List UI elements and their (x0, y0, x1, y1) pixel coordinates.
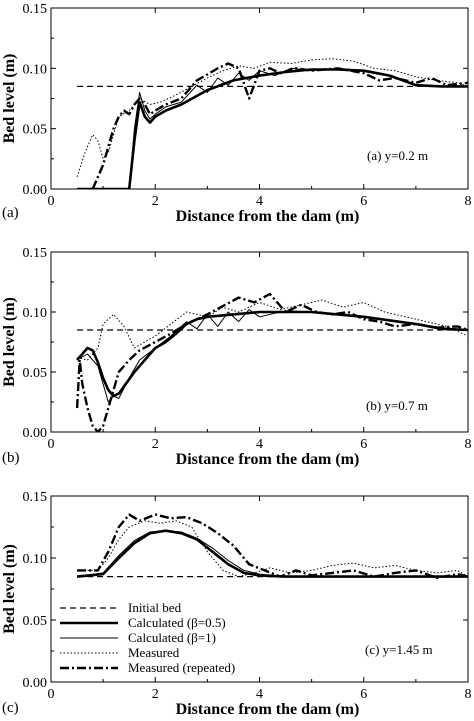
y-tick-label: 0.00 (23, 426, 48, 441)
y-tick-label: 0.10 (23, 306, 48, 321)
x-tick-label: 2 (152, 437, 159, 452)
y-axis-title: Bed level (m) (1, 54, 18, 144)
y-axis-title: Bed level (m) (1, 297, 18, 387)
y-tick-label: 0.05 (23, 366, 48, 381)
x-tick-label: 8 (465, 687, 472, 702)
series-thin-line (77, 530, 468, 578)
series-dashdot-line (77, 513, 468, 579)
x-tick-label: 8 (465, 194, 472, 209)
x-tick-label: 0 (48, 194, 55, 209)
x-tick-label: 0 (48, 687, 55, 702)
panel-b: 0 2 4 6 8 0.00 0.05 0.10 0.15 Distance from the d… (1, 246, 472, 468)
legend-label: Calculated (β=0.5) (128, 615, 226, 630)
x-axis-title: Distance from the dam (m) (176, 701, 360, 718)
series-group (76, 58, 468, 189)
y-tick-label: 0.00 (23, 676, 48, 691)
x-axis-title: Distance from the dam (m) (176, 451, 360, 468)
series-dotted-line (76, 299, 468, 361)
y-tick-label: 0.10 (23, 552, 48, 567)
panel-a: 0 2 4 6 8 0.00 0.05 0.10 0.15 Distance from the d… (1, 2, 472, 225)
legend-label: Calculated (β=1) (128, 630, 216, 645)
x-axis-title: Distance from the dam (m) (176, 208, 360, 225)
y-tick-label: 0.05 (23, 123, 48, 138)
panel-letter: (b) (2, 450, 20, 466)
x-tick-label: 0 (48, 437, 55, 452)
x-tick-label: 2 (152, 687, 159, 702)
panel-annotation: (c) y=1.45 m (365, 642, 433, 657)
y-tick-label: 0.15 (23, 246, 48, 261)
series-group (75, 292, 468, 432)
legend-label: Measured (128, 645, 180, 660)
series-thin-line (128, 67, 468, 189)
series-dashdot-line (91, 62, 468, 189)
panel-c: 0 2 4 6 8 0.00 0.05 0.10 0.15 Distance from the d… (1, 490, 472, 718)
legend-label: Initial bed (128, 600, 182, 615)
y-tick-label: 0.05 (23, 614, 48, 629)
y-axis-title: Bed level (m) (1, 544, 18, 634)
x-tick-label: 4 (256, 687, 263, 702)
y-tick-label: 0.15 (23, 2, 48, 17)
y-tick-label: 0.00 (23, 183, 48, 198)
panel-annotation: (b) y=0.7 m (366, 398, 428, 413)
series-dashdot-line (75, 292, 468, 432)
y-tick-label: 0.15 (23, 490, 48, 505)
series-group (76, 513, 468, 579)
x-tick-label: 4 (256, 437, 263, 452)
x-tick-label: 6 (360, 194, 367, 209)
series-dotted-line (77, 520, 468, 578)
panel-annotation: (a) y=0.2 m (367, 148, 428, 163)
x-tick-label: 4 (256, 194, 263, 209)
x-tick-label: 2 (152, 194, 159, 209)
x-tick-label: 6 (360, 437, 367, 452)
x-tick-label: 8 (465, 437, 472, 452)
panel-letter: (c) (2, 700, 19, 716)
y-tick-label: 0.10 (23, 62, 48, 77)
panel-letter: (a) (2, 205, 19, 221)
legend-label: Measured (repeated) (128, 660, 235, 675)
x-tick-label: 6 (360, 687, 367, 702)
